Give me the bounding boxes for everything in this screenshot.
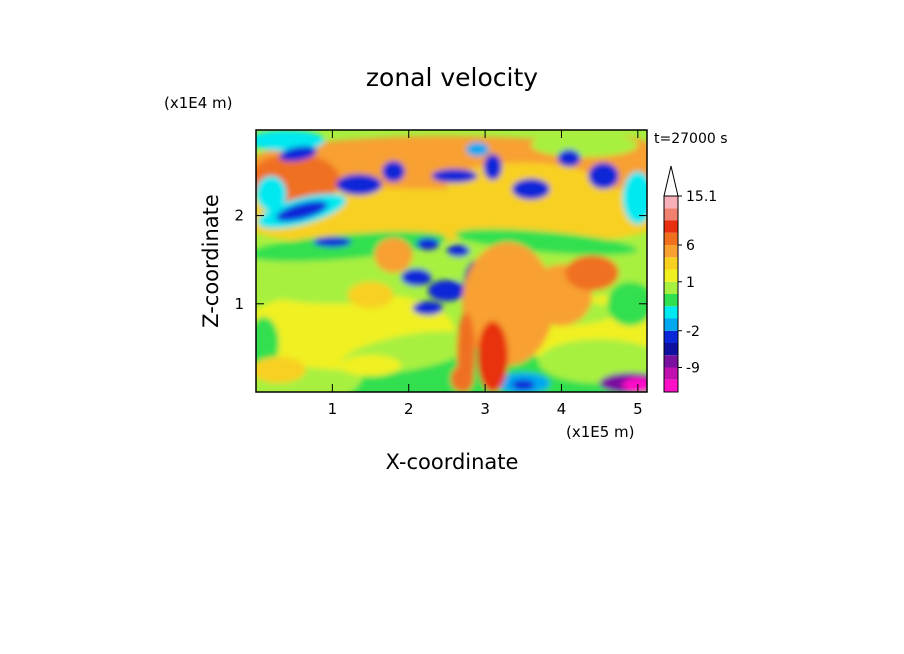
field-contour: [466, 142, 489, 157]
colorbar-segment: [664, 245, 678, 258]
time-label: t=27000 s: [654, 131, 728, 147]
colorbar-segment: [664, 367, 678, 380]
colorbar-label: 6: [686, 238, 695, 254]
field-contour: [275, 200, 328, 222]
field-contour: [416, 237, 440, 250]
field-contour: [622, 377, 647, 392]
x-tick-label: 2: [404, 400, 414, 418]
x-unit-label: (x1E5 m): [566, 423, 635, 441]
field-contour: [588, 162, 619, 190]
colorbar-extend-arrow: [663, 165, 679, 197]
colorbar-segment: [664, 294, 678, 307]
colorbar-label: 1: [686, 275, 695, 291]
field-contour: [256, 356, 306, 384]
field-contour: [511, 178, 551, 200]
velocity-field: [256, 130, 647, 392]
colorbar-segment: [664, 208, 678, 221]
colorbar-segment: [664, 355, 678, 368]
field-contour: [279, 146, 317, 162]
colorbar-segment: [664, 269, 678, 282]
field-contour: [412, 301, 444, 316]
x-tick-label: 3: [480, 400, 490, 418]
y-unit-label: (x1E4 m): [164, 94, 233, 112]
field-contour: [256, 130, 325, 152]
colorbar-segment: [664, 330, 678, 343]
colorbar: 15.1 6 1 -2 -9: [663, 165, 717, 393]
field-contour: [385, 136, 478, 154]
colorbar-segment: [664, 306, 678, 319]
field-contour: [538, 339, 647, 384]
field-contour: [313, 236, 352, 248]
field-contour: [454, 228, 638, 256]
field-contour: [565, 255, 619, 291]
y-axis: 12: [234, 207, 647, 313]
field-contour: [607, 281, 647, 326]
colorbar-segment: [664, 318, 678, 331]
colorbar-segment: [664, 281, 678, 294]
colorbar-segment: [664, 257, 678, 270]
field-contour: [456, 312, 476, 392]
colorbar-segment: [664, 232, 678, 245]
field-contour: [382, 160, 405, 183]
field-contour: [557, 149, 581, 168]
field-contour: [511, 379, 535, 391]
colorbar-segment: [664, 220, 678, 233]
colorbar-label: 15.1: [686, 189, 717, 205]
field-contour: [256, 317, 279, 370]
colorbar-label: -2: [686, 324, 700, 340]
field-contour: [483, 153, 502, 181]
field-contour: [530, 132, 638, 158]
field-contour: [477, 321, 509, 392]
field-contour: [340, 354, 402, 377]
colorbar-label: -9: [686, 361, 700, 377]
x-tick-label: 4: [557, 400, 567, 418]
colorbar-segment: [664, 379, 678, 392]
chart-title: zonal velocity: [366, 63, 538, 92]
plot-frame: [255, 129, 648, 393]
field-contour: [622, 171, 647, 225]
field-contour: [347, 281, 394, 309]
field-contour: [427, 279, 467, 302]
y-axis-label: Z-coordinate: [199, 194, 223, 328]
field-contour: [401, 268, 432, 287]
field-contour: [446, 244, 470, 258]
y-tick-label: 1: [234, 295, 244, 313]
field-contour: [374, 237, 413, 273]
y-tick-label: 2: [234, 207, 244, 225]
colorbar-frame: [663, 195, 679, 393]
x-tick-label: 5: [633, 400, 643, 418]
x-axis-label: X-coordinate: [386, 450, 519, 474]
field-contour: [336, 174, 383, 196]
colorbar-segment: [664, 196, 678, 209]
x-axis: 1 2 3 4 5: [328, 130, 643, 418]
field-contour: [256, 175, 287, 212]
field-contour: [431, 168, 478, 183]
colorbar-segment: [664, 343, 678, 356]
x-tick-label: 1: [328, 400, 338, 418]
